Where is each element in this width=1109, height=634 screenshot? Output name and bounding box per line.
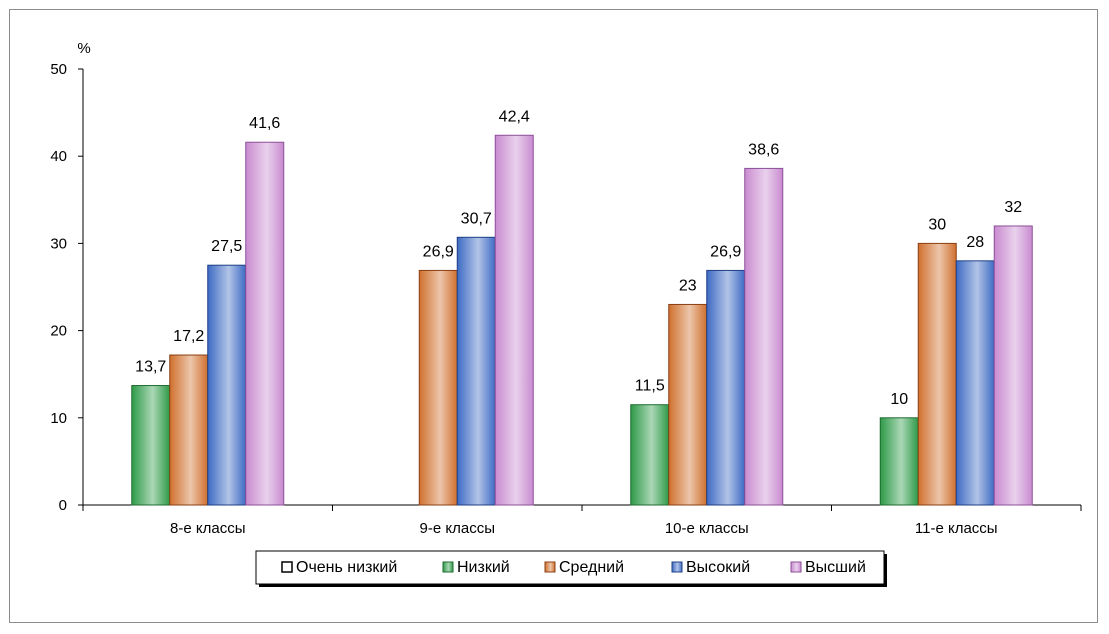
data-label: 32	[1004, 199, 1022, 216]
bar-средний	[169, 354, 209, 506]
x-category-label: 10-е классы	[665, 520, 749, 537]
legend-swatch-высший	[790, 561, 802, 573]
legend: Очень низкий Низкий Средний Высокий Высший	[255, 550, 887, 587]
legend-swatch-высокий	[671, 561, 683, 573]
legend-label: Высокий	[686, 559, 750, 576]
x-category-label: 11-е классы	[915, 520, 998, 537]
data-label: 26,9	[423, 243, 454, 260]
bars	[131, 134, 1033, 506]
bar-низкий	[879, 417, 919, 506]
bar-высший	[744, 167, 784, 506]
y-axis-label: %	[77, 40, 90, 57]
legend-label: Средний	[559, 559, 624, 576]
data-label: 17,2	[173, 328, 204, 345]
data-label: 38,6	[748, 141, 779, 158]
bar-средний	[418, 269, 458, 506]
bar-высший	[245, 141, 285, 506]
data-labels: 13,7 17,2 27,5 41,6 26,9 30,7 42,4 11,5 23 26,9 38…	[135, 108, 1022, 408]
data-label: 27,5	[211, 238, 242, 255]
bar-высокий	[955, 260, 995, 506]
data-label: 30	[928, 216, 946, 233]
y-tick-label: 50	[50, 61, 67, 78]
legend-box	[255, 550, 885, 585]
y-tick-label: 10	[50, 410, 67, 427]
bar-высший	[494, 134, 534, 506]
x-category-label: 8-е классы	[170, 520, 245, 537]
bar-высокий	[207, 264, 247, 506]
data-label: 11,5	[635, 378, 665, 395]
x-category-label: 9-е классы	[420, 520, 495, 537]
bar-низкий	[630, 404, 670, 506]
bar-средний	[668, 303, 708, 506]
legend-label: Очень низкий	[296, 559, 397, 576]
legend-swatch-очень-низкий	[281, 561, 293, 573]
y-tick-label: 40	[50, 148, 67, 165]
legend-swatch-низкий	[442, 561, 454, 573]
bar-высокий	[706, 269, 746, 506]
bar-высокий	[456, 236, 496, 506]
data-label: 42,4	[499, 108, 530, 125]
bar-низкий	[131, 385, 171, 506]
data-label: 13,7	[135, 359, 166, 376]
bar-средний	[917, 242, 957, 506]
bar-высший	[993, 225, 1033, 506]
chart-frame	[9, 9, 1098, 623]
data-label: 10	[890, 391, 908, 408]
y-tick-label: 20	[50, 323, 67, 340]
legend-label: Высший	[805, 559, 866, 576]
legend-label: Низкий	[457, 559, 510, 576]
data-label: 23	[679, 277, 697, 294]
data-label: 26,9	[710, 243, 741, 260]
y-tick-label: 0	[59, 497, 67, 514]
legend-swatch-средний	[544, 561, 556, 573]
data-label: 30,7	[461, 210, 492, 227]
y-tick-label: 30	[50, 235, 67, 252]
data-label: 41,6	[249, 115, 280, 132]
data-label: 28	[966, 234, 984, 251]
